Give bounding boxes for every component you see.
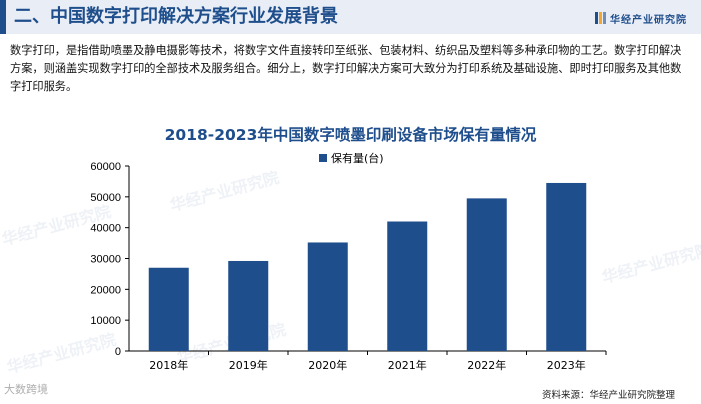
x-tick-label: 2021年 xyxy=(388,358,427,372)
x-tick-label: 2023年 xyxy=(547,358,586,372)
chart-title: 2018-2023年中国数字喷墨印刷设备市场保有量情况 xyxy=(164,126,537,144)
section-title: 二、中国数字打印解决方案行业发展背景 xyxy=(14,6,338,27)
x-tick-label: 2019年 xyxy=(229,358,268,372)
y-tick-label: 10000 xyxy=(90,315,121,327)
header-accent-bar xyxy=(0,0,6,34)
y-tick-label: 20000 xyxy=(90,284,121,296)
y-tick-label: 60000 xyxy=(90,161,121,173)
y-tick-label: 50000 xyxy=(90,192,121,204)
legend-swatch xyxy=(319,154,327,162)
brand-logo-icon xyxy=(595,12,606,24)
intro-paragraph: 数字打印，是指借助喷墨及静电摄影等技术，将数字文件直接转印至纸张、包装材料、纺织… xyxy=(10,44,682,93)
y-tick-label: 30000 xyxy=(90,254,121,266)
bar xyxy=(228,260,269,351)
bottom-watermark: 大数跨境 xyxy=(4,383,48,396)
legend-label: 保有量(台) xyxy=(331,151,384,165)
brand-logo-text: 华经产业研究院 xyxy=(610,14,687,26)
section-header: 二、中国数字打印解决方案行业发展背景 华经产业研究院 xyxy=(0,0,701,34)
bar xyxy=(148,267,189,351)
y-tick-label: 40000 xyxy=(90,223,121,235)
brand-logo: 华经产业研究院 xyxy=(595,10,687,26)
bar xyxy=(387,221,428,351)
x-tick-label: 2020年 xyxy=(308,358,347,372)
bar xyxy=(307,242,348,351)
bar xyxy=(466,198,507,351)
y-tick-label: 0 xyxy=(115,346,121,358)
source-note: 资料来源：华经产业研究院整理 xyxy=(541,390,675,401)
x-tick-label: 2022年 xyxy=(467,358,506,372)
bar xyxy=(546,182,587,351)
x-tick-label: 2018年 xyxy=(149,358,188,372)
